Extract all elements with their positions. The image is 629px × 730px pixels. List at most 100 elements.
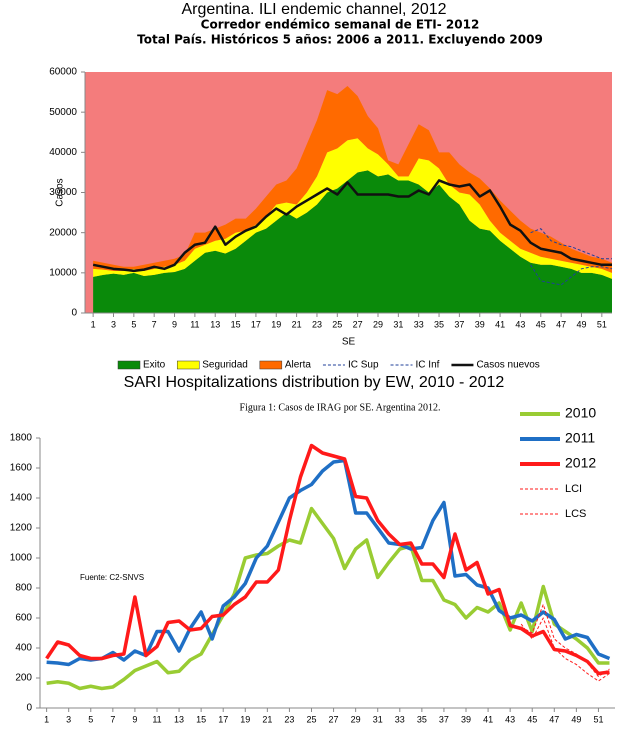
line [46,458,611,667]
x-tick-label: 15 [231,319,241,329]
x-tick-label: 19 [271,319,281,329]
y-tick-label: 20000 [49,227,77,238]
chart-title: SARI Hospitalizations distribution by EW… [124,374,505,391]
legend-label: 2012 [565,455,596,471]
x-tick-label: 29 [351,714,361,724]
line [530,264,613,286]
x-tick-label: 29 [373,319,383,329]
legend-label: Alerta [285,360,312,371]
area [93,138,613,279]
y-tick-label: 600 [15,613,32,624]
x-tick-label: 39 [461,714,471,724]
x-tick-label: 15 [196,714,206,724]
x-tick-label: 47 [556,319,566,329]
y-tick-label: 40000 [49,147,77,158]
x-tick-label: 41 [483,714,493,724]
annotation: Fuente: C2-SNVS [80,573,144,582]
legend-label: LCI [565,483,582,495]
x-tick-label: 11 [190,319,199,329]
x-tick-label: 41 [495,319,505,329]
x-tick-label: 21 [262,714,272,724]
x-tick-label: 5 [131,319,136,329]
area [93,170,613,313]
x-tick-label: 49 [576,319,586,329]
y-tick-label: 1400 [10,493,33,504]
x-tick-label: 43 [515,319,525,329]
chart-title: Argentina. ILI endemic channel, 2012 [181,1,446,18]
x-tick-label: 25 [306,714,316,724]
chart-subtitle: Figura 1: Casos de IRAG por SE. Argentin… [240,402,441,413]
line [46,506,610,691]
x-tick-label: 17 [218,714,228,724]
x-tick-label: 11 [152,714,161,724]
x-tick-label: 7 [110,714,115,724]
y-tick-label: 0 [71,308,77,319]
x-tick-label: 37 [439,714,449,724]
y-tick-label: 1600 [10,463,33,474]
x-tick-label: 1 [91,319,96,329]
y-tick-label: 1800 [10,433,33,444]
y-tick-label: 50000 [49,107,77,118]
x-tick-label: 17 [251,319,261,329]
legend-label: 2010 [565,405,596,421]
x-tick-label: 43 [505,714,515,724]
legend-label: IC Sup [348,360,379,371]
y-axis-label: Casos [55,178,66,206]
x-tick-label: 19 [240,714,250,724]
x-tick-label: 47 [549,714,559,724]
legend-label: IC Inf [416,360,440,371]
x-tick-label: 51 [597,319,607,329]
x-tick-label: 27 [353,319,363,329]
x-tick-label: 35 [434,319,444,329]
x-tick-label: 35 [417,714,427,724]
legend-label: Exito [143,360,166,371]
y-tick-label: 60000 [49,67,77,78]
legend-swatch [176,360,200,370]
line [92,179,612,273]
x-tick-label: 1 [44,714,49,724]
x-tick-label: 27 [329,714,339,724]
legend-swatch [259,360,283,370]
x-tick-label: 9 [132,714,137,724]
line [520,617,610,682]
legend-label: Seguridad [202,360,248,371]
y-tick-label: 30000 [49,187,77,198]
line [45,443,610,676]
y-tick-label: 1000 [10,553,33,564]
line [520,604,610,677]
legend-label: LCS [565,508,586,520]
x-tick-label: 45 [527,714,537,724]
x-axis-label: SE [342,337,356,348]
x-tick-label: 21 [292,319,302,329]
y-tick-label: 800 [15,583,32,594]
x-tick-label: 51 [593,714,603,724]
x-tick-label: 13 [210,319,220,329]
legend-label: Casos nuevos [476,360,539,371]
x-tick-label: 33 [395,714,405,724]
area [93,86,613,273]
line [530,228,612,260]
y-tick-label: 1200 [10,523,33,534]
x-tick-label: 9 [172,319,177,329]
y-tick-label: 10000 [49,267,77,278]
x-tick-label: 33 [414,319,424,329]
y-tick-label: 200 [15,673,32,684]
x-tick-label: 31 [393,319,403,329]
x-tick-label: 3 [111,319,116,329]
chart-subtitle: Total País. Históricos 5 años: 2006 a 20… [137,33,543,47]
x-tick-label: 3 [66,714,71,724]
x-tick-label: 7 [152,319,157,329]
y-tick-label: 0 [26,703,32,714]
x-tick-label: 5 [88,714,93,724]
legend-swatch [117,360,141,370]
x-tick-label: 25 [332,319,342,329]
chart-subtitle: Corredor endémico semanal de ETI- 2012 [201,18,480,32]
x-tick-label: 37 [454,319,464,329]
x-tick-label: 45 [536,319,546,329]
x-tick-label: 13 [174,714,184,724]
x-tick-label: 23 [284,714,294,724]
x-tick-label: 23 [312,319,322,329]
y-tick-label: 400 [15,643,32,654]
x-tick-label: 49 [571,714,581,724]
